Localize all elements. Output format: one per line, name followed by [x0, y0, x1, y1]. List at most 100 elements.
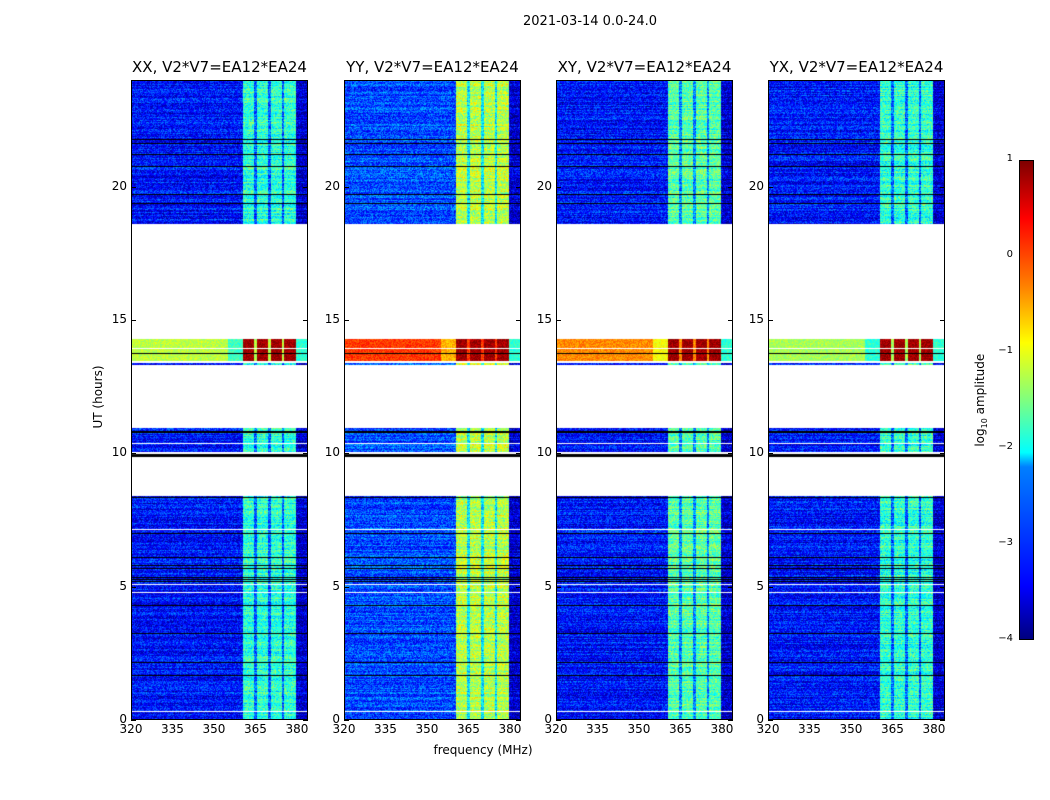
x-tick-label: 320: [544, 722, 568, 736]
y-tick-mark: [556, 320, 561, 321]
x-tick-label: 350: [202, 722, 226, 736]
y-tick-label: 10: [748, 445, 764, 460]
x-tick-label: 335: [161, 722, 184, 736]
y-tick-mark: [516, 186, 521, 188]
y-tick-mark: [516, 586, 521, 588]
y-tick-mark: [940, 186, 945, 188]
y-tick-mark: [556, 453, 561, 455]
panel-yx: YX, V2*V7=EA12*EA24 320 335 350 365 380 0 5 10 15…: [749, 58, 946, 736]
x-tick-label: 380: [285, 722, 309, 736]
y-tick-mark: [728, 453, 733, 455]
x-axis-label: frequency (MHz): [433, 743, 533, 757]
x-tick-label: 365: [669, 722, 692, 736]
heatmap-image: [768, 80, 945, 720]
x-tick-label: 320: [756, 722, 780, 736]
y-tick-mark: [940, 586, 945, 588]
x-tick-label: 350: [627, 722, 651, 736]
y-tick-mark: [728, 320, 733, 321]
y-tick-mark: [728, 186, 733, 188]
y-tick-mark: [344, 320, 349, 321]
panel-title: XY, V2*V7=EA12*EA24: [557, 58, 732, 76]
x-tick-label: 350: [839, 722, 863, 736]
panel-title: XX, V2*V7=EA12*EA24: [132, 58, 307, 76]
panel-yy: YY, V2*V7=EA12*EA24 320 335 350 365 380 0 5 10 15…: [325, 58, 522, 736]
y-tick-mark: [131, 720, 136, 721]
heatmap-image: [131, 80, 308, 720]
x-tick-label: 335: [374, 722, 397, 736]
colorbar: [1019, 160, 1034, 640]
x-tick-label: 320: [119, 722, 143, 736]
x-tick-label: 380: [922, 722, 946, 736]
y-tick-mark: [344, 720, 349, 721]
y-tick-mark: [768, 453, 773, 455]
y-tick-mark: [556, 186, 561, 188]
y-tick-mark: [940, 320, 945, 321]
y-tick-label: 15: [111, 312, 127, 326]
panel-title: YX, V2*V7=EA12*EA24: [769, 58, 944, 76]
colorbar-label-main: log: [972, 428, 987, 447]
y-tick-mark: [303, 453, 308, 455]
panel-xx: XX, V2*V7=EA12*EA24 320 335 350 365 380 0 5 10 15…: [112, 58, 309, 736]
y-tick-label: 20: [748, 178, 764, 193]
panel-xy: XY, V2*V7=EA12*EA24 320 335 350 365 380 0 5 10 15…: [537, 58, 734, 736]
y-tick-label: 5: [544, 578, 552, 593]
y-tick-label: 20: [111, 178, 127, 193]
y-tick-label: 15: [536, 312, 552, 326]
x-tick-label: 335: [798, 722, 821, 736]
x-tick-label: 380: [710, 722, 734, 736]
y-tick-mark: [768, 186, 773, 188]
y-tick-label: 20: [324, 178, 340, 193]
y-tick-mark: [344, 453, 349, 455]
y-tick-mark: [344, 186, 349, 188]
y-tick-label: 10: [536, 445, 552, 460]
colorbar-label-rest: amplitude: [972, 353, 987, 419]
y-tick-mark: [344, 586, 349, 588]
y-tick-label: 0: [756, 712, 764, 726]
y-tick-label: 5: [332, 578, 340, 593]
x-tick-label: 380: [498, 722, 522, 736]
y-tick-mark: [556, 720, 561, 721]
y-tick-mark: [131, 586, 136, 588]
y-tick-mark: [768, 720, 773, 721]
colorbar-tick-label: 1: [1006, 153, 1013, 164]
x-tick-label: 365: [244, 722, 267, 736]
panel-title: YY, V2*V7=EA12*EA24: [346, 58, 519, 76]
x-tick-label: 335: [586, 722, 609, 736]
y-tick-mark: [303, 320, 308, 321]
colorbar-label: log10 amplitude: [973, 340, 989, 460]
y-tick-mark: [131, 186, 136, 188]
y-tick-mark: [768, 586, 773, 588]
y-tick-label: 15: [748, 312, 764, 326]
y-tick-label: 5: [756, 578, 764, 593]
y-tick-mark: [516, 720, 521, 721]
y-tick-label: 5: [119, 578, 127, 593]
y-tick-mark: [516, 453, 521, 455]
y-tick-mark: [303, 586, 308, 588]
y-tick-mark: [940, 720, 945, 721]
colorbar-tick-label: −3: [998, 537, 1013, 548]
y-tick-label: 10: [324, 445, 340, 460]
y-tick-label: 0: [332, 712, 340, 726]
y-tick-mark: [728, 586, 733, 588]
heatmap-image: [556, 80, 733, 720]
y-tick-label: 0: [544, 712, 552, 726]
x-tick-label: 350: [415, 722, 439, 736]
y-tick-mark: [940, 453, 945, 455]
y-tick-mark: [303, 720, 308, 721]
y-tick-label: 15: [324, 312, 340, 326]
x-tick-label: 365: [881, 722, 904, 736]
colorbar-tick-label: 0: [1006, 249, 1013, 260]
y-tick-mark: [556, 586, 561, 588]
y-tick-label: 0: [119, 712, 127, 726]
y-tick-label: 20: [536, 178, 552, 193]
colorbar-tick-label: −2: [998, 441, 1013, 452]
colorbar-tick-label: −4: [998, 633, 1013, 644]
y-tick-label: 10: [111, 445, 127, 460]
y-tick-mark: [131, 453, 136, 455]
y-tick-mark: [131, 320, 136, 321]
y-tick-mark: [516, 320, 521, 321]
y-tick-mark: [768, 320, 773, 321]
y-tick-mark: [303, 186, 308, 188]
figure-title: 2021-03-14 0.0-24.0: [523, 14, 657, 29]
